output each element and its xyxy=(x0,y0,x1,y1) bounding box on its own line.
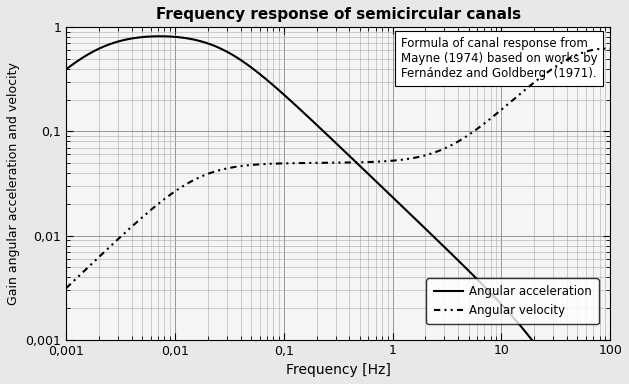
Line: Angular velocity: Angular velocity xyxy=(66,49,610,288)
Title: Frequency response of semicircular canals: Frequency response of semicircular canal… xyxy=(155,7,521,22)
Angular acceleration xyxy=(157,34,165,38)
Angular velocity xyxy=(125,227,132,232)
Angular velocity xyxy=(62,286,70,290)
Angular velocity xyxy=(271,161,279,166)
Angular acceleration xyxy=(295,106,303,110)
Angular acceleration xyxy=(156,34,164,38)
Angular acceleration xyxy=(271,84,279,89)
Y-axis label: Gain angular acceleration and velocity: Gain angular acceleration and velocity xyxy=(7,62,20,305)
Angular acceleration xyxy=(537,350,545,354)
Angular acceleration xyxy=(125,37,132,41)
Angular velocity xyxy=(294,161,302,166)
Angular acceleration xyxy=(62,67,70,71)
X-axis label: Frequency [Hz]: Frequency [Hz] xyxy=(286,363,391,377)
Angular velocity xyxy=(537,75,545,79)
Angular velocity xyxy=(596,46,603,51)
Text: Formula of canal response from
Mayne (1974) based on works by
Fernández and Gold: Formula of canal response from Mayne (19… xyxy=(401,36,598,79)
Angular velocity xyxy=(606,46,614,51)
Line: Angular acceleration: Angular acceleration xyxy=(66,36,610,384)
Angular velocity xyxy=(157,200,164,204)
Legend: Angular acceleration, Angular velocity: Angular acceleration, Angular velocity xyxy=(426,278,599,324)
Angular velocity xyxy=(603,46,610,51)
